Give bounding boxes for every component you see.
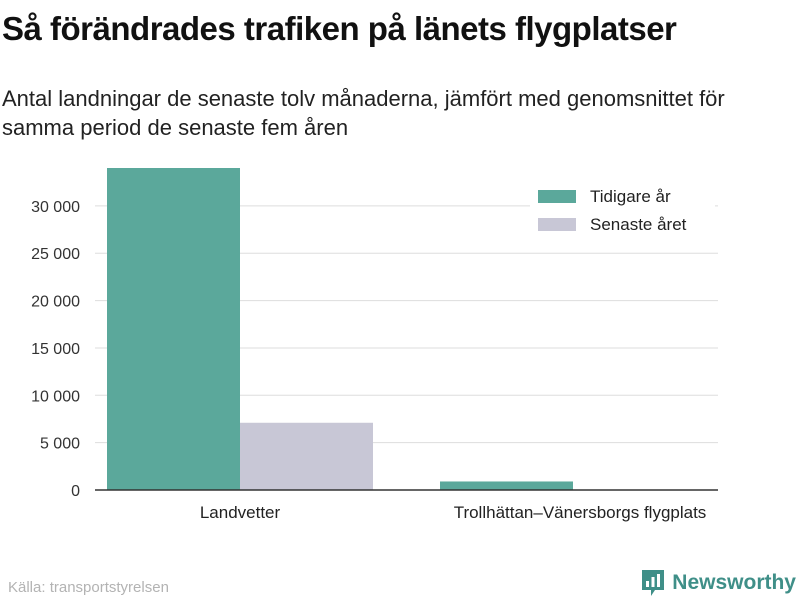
newsworthy-logo-icon — [642, 570, 665, 596]
brand-name: Newsworthy — [672, 571, 796, 594]
y-tick-label: 15 000 — [31, 341, 80, 358]
brand-logo[interactable]: Newsworthy — [640, 568, 796, 598]
source-note: Källa: transportstyrelsen — [8, 579, 169, 596]
bar-chart: 0 5 000 10 000 15 000 20 000 25 000 30 000 Land… — [31, 168, 718, 522]
x-category-label: Trollhättan–Vänersborgs flygplats — [454, 503, 707, 522]
x-category-label: Landvetter — [200, 503, 281, 522]
legend-label: Senaste året — [590, 215, 687, 234]
bar-latest-year — [240, 422, 373, 490]
legend-swatch — [538, 218, 576, 231]
y-tick-label: 0 — [71, 483, 80, 500]
chart-subtitle: Antal landningar de senaste tolv månader… — [2, 86, 725, 140]
y-tick-label: 10 000 — [31, 388, 80, 405]
y-tick-label: 25 000 — [31, 246, 80, 263]
legend-swatch — [538, 190, 576, 203]
y-tick-label: 20 000 — [31, 294, 80, 311]
y-tick-label: 30 000 — [31, 199, 80, 216]
chart-title: Så förändrades trafiken på länets flygpl… — [2, 10, 677, 47]
y-tick-label: 5 000 — [40, 436, 80, 453]
legend-label: Tidigare år — [590, 187, 671, 206]
bar-previous-years — [107, 168, 240, 490]
bar-previous-years — [440, 481, 573, 490]
